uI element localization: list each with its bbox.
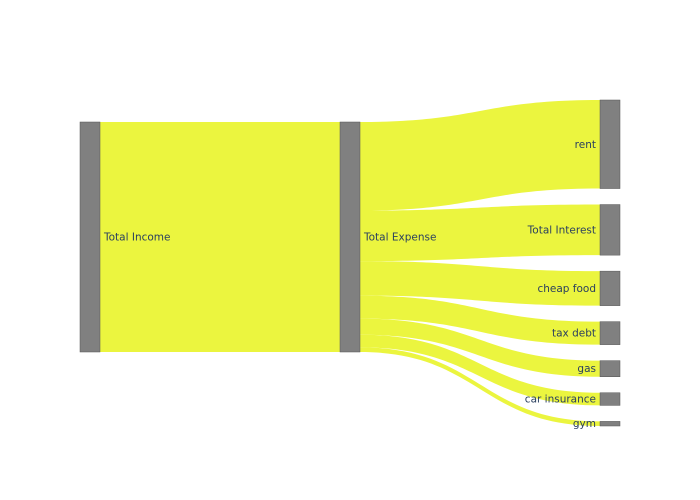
sankey-link-expense-to-food[interactable] bbox=[360, 261, 600, 306]
sankey-nodes bbox=[79, 99, 621, 427]
sankey-link-expense-to-gas[interactable] bbox=[360, 318, 600, 377]
sankey-node-label-interest: Total Interest bbox=[527, 224, 596, 236]
sankey-node-label-income: Total Income bbox=[103, 232, 171, 244]
sankey-node-label-insurance: car insurance bbox=[525, 394, 596, 406]
sankey-node-interest[interactable] bbox=[599, 204, 621, 256]
sankey-node-insurance[interactable] bbox=[599, 392, 621, 406]
sankey-node-rent[interactable] bbox=[599, 99, 621, 189]
sankey-node-label-gas: gas bbox=[577, 363, 596, 375]
sankey-labels: Total Income Total Expense rent Total Inter… bbox=[103, 139, 596, 430]
sankey-node-food[interactable] bbox=[599, 270, 621, 306]
sankey-link-expense-to-insurance[interactable] bbox=[360, 334, 600, 406]
sankey-link-expense-to-interest[interactable] bbox=[360, 204, 600, 262]
sankey-node-tax[interactable] bbox=[599, 321, 621, 345]
sankey-link-income-to-expense[interactable] bbox=[100, 122, 340, 352]
sankey-node-label-gym: gym bbox=[573, 418, 596, 430]
sankey-link-expense-to-tax[interactable] bbox=[360, 295, 600, 345]
sankey-node-expense[interactable] bbox=[339, 121, 361, 353]
sankey-link-expense-to-gym[interactable] bbox=[360, 347, 600, 426]
sankey-node-gas[interactable] bbox=[599, 360, 621, 377]
sankey-link-expense-to-rent[interactable] bbox=[360, 100, 600, 211]
sankey-node-gym[interactable] bbox=[599, 421, 621, 427]
sankey-node-label-rent: rent bbox=[575, 139, 596, 151]
sankey-node-label-expense: Total Expense bbox=[363, 232, 436, 244]
sankey-node-label-food: cheap food bbox=[537, 283, 596, 295]
sankey-node-label-tax: tax debt bbox=[552, 328, 596, 340]
sankey-node-income[interactable] bbox=[79, 121, 101, 353]
sankey-links bbox=[100, 100, 600, 426]
